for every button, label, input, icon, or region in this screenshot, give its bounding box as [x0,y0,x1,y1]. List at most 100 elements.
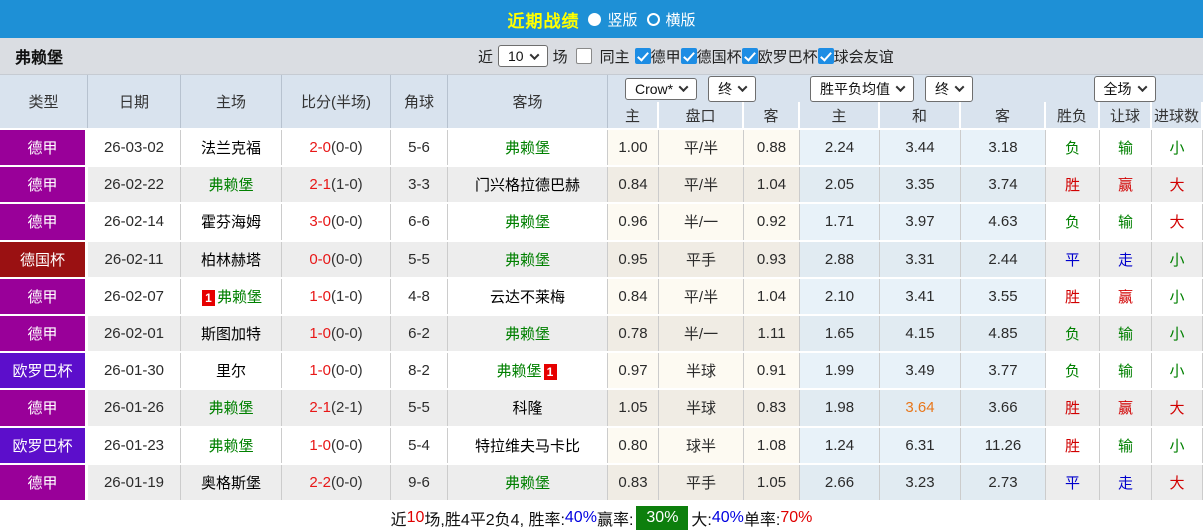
team-cell-content: 特拉维夫马卡比 [475,435,580,456]
halftime-score: (0-0) [331,325,363,343]
subheader-avg-away: 客 [961,102,1046,128]
avg-away-cell: 2.73 [961,464,1046,500]
home-team-cell: 弗赖堡 [181,427,282,463]
result-cell: 胜 [1046,390,1100,426]
scope-select[interactable]: 全场 [1093,75,1156,102]
team-name-text: 柏林赫塔 [200,251,261,269]
radio-selected-icon[interactable] [588,12,602,26]
odds-away-cell: 0.83 [744,390,800,426]
header-away: 客场 [448,75,608,128]
score-cell: 1-0 (0-0) [282,353,391,389]
table-row: 德甲 26-01-19 奥格斯堡 2-2 (0-0) 9-6 弗赖堡 0.83 平手 1.05 2.… [0,464,1203,502]
odds-company-value: Crow* [635,80,674,97]
subheader-result: 胜负 [1046,102,1100,128]
subheader-away-odds: 客 [744,102,800,128]
away-team-cell: 门兴格拉德巴赫 [448,167,608,203]
fulltime-score: 0-0 [309,250,331,268]
odds-dropdown-group: Crow* 终 [608,75,800,102]
page-title: 近期战绩 [507,11,580,31]
avg-home-cell: 1.65 [800,315,880,352]
checked-checkbox-icon[interactable] [817,48,834,64]
away-team-cell: 弗赖堡 [448,315,608,352]
corners-cell: 8-2 [391,353,448,389]
corners-cell: 3-3 [391,167,448,203]
home-team-cell: 霍芬海姆 [181,204,282,240]
avg-draw-cell: 3.35 [880,167,961,203]
filter-bar: 弗赖堡 近 10 场 同主 德甲 德国杯 欧罗巴杯 球会友谊 [0,38,1203,75]
avg-time-select[interactable]: 终 [925,75,973,102]
team-name-text: 弗赖堡 [504,251,550,269]
red-card-badge: 1 [201,289,215,306]
team-cell-content: 弗赖堡 [208,174,253,195]
league-filter-德甲[interactable]: 德甲 [634,46,681,67]
layout-radio-vertical[interactable]: 竖版 [588,9,638,30]
goals-result-cell: 小 [1152,130,1203,166]
same-home-checkbox[interactable] [575,48,592,64]
table-header: 类型 日期 主场 比分(半场) 角球 客场 Crow* 终 胜平负均值 终 全场… [0,75,1203,130]
team-name-text: 法兰克福 [200,140,261,158]
goals-result-cell: 小 [1152,427,1203,463]
match-count-select[interactable]: 10 [498,45,548,67]
away-team-cell: 弗赖堡 [448,464,608,500]
team-name-text: 弗赖堡 [504,474,550,492]
team-name-text: 弗赖堡 [216,288,262,306]
handicap-cell: 平/半 [659,130,744,166]
team-cell-content: 柏林赫塔 [201,249,261,270]
team-cell-content: 弗赖堡 [505,137,550,158]
team-name-text: 弗赖堡 [504,326,550,344]
handicap-cell: 平手 [659,464,744,500]
score-cell: 2-0 (0-0) [282,130,391,166]
corners-cell: 6-2 [391,315,448,352]
radio-unselected-icon[interactable] [646,12,660,26]
checked-checkbox-icon[interactable] [680,48,697,64]
checked-checkbox-icon[interactable] [634,48,651,64]
team-cell-content: 霍芬海姆 [201,211,261,232]
result-cell: 负 [1046,353,1100,389]
summary-segment: 单率: [743,511,781,529]
avg-draw-cell: 3.49 [880,353,961,389]
odds-home-cell: 0.96 [608,204,659,240]
league-filter-球会友谊[interactable]: 球会友谊 [817,46,894,67]
fulltime-score: 1-0 [309,287,331,305]
subheader-handicap-result: 让球 [1100,102,1152,128]
avg-away-cell: 4.85 [961,315,1046,352]
avg-away-cell: 2.44 [961,241,1046,277]
fulltime-score: 2-2 [309,473,331,491]
match-type-cell: 德甲 [0,130,88,166]
handicap-result-cell: 赢 [1100,278,1152,314]
avg-home-cell: 1.71 [800,204,880,240]
away-team-cell: 云达不莱梅 [448,278,608,314]
corners-cell: 9-6 [391,464,448,500]
team-cell-content: 弗赖堡 [208,397,253,418]
avg-draw-cell: 3.41 [880,278,961,314]
team-cell-content: 法兰克福 [201,137,261,158]
result-cell: 负 [1046,204,1100,240]
match-type-cell: 德甲 [0,167,88,203]
checked-checkbox-icon[interactable] [741,48,758,64]
odds-company-select[interactable]: Crow* [625,77,698,100]
home-team-cell: 1 弗赖堡 [181,278,282,314]
chevron-down-icon [1137,82,1147,93]
table-row: 欧罗巴杯 26-01-30 里尔 1-0 (0-0) 8-2 弗赖堡 1 0.97 半球 0.91 1… [0,353,1203,391]
score-cell: 2-1 (1-0) [282,167,391,203]
handicap-result-cell: 走 [1100,464,1152,500]
avg-home-cell: 1.98 [800,390,880,426]
summary-segment: 大: [691,511,712,529]
avg-type-select[interactable]: 胜平负均值 [810,75,914,102]
layout-radio-horizontal[interactable]: 横版 [646,9,696,30]
handicap-cell: 半球 [659,353,744,389]
corners-cell: 5-6 [391,130,448,166]
odds-home-cell: 0.84 [608,167,659,203]
avg-away-cell: 3.77 [961,353,1046,389]
odds-time-select[interactable]: 终 [708,75,757,102]
away-team-cell: 弗赖堡 [448,241,608,277]
score-cell: 1-0 (1-0) [282,278,391,314]
league-filter-欧罗巴杯[interactable]: 欧罗巴杯 [741,46,818,67]
team-cell-content: 里尔 [216,360,246,381]
league-filter-德国杯[interactable]: 德国杯 [680,46,742,67]
home-team-cell: 法兰克福 [181,130,282,166]
near-label: 近 [478,48,494,66]
avg-away-cell: 3.66 [961,390,1046,426]
match-type-cell: 德甲 [0,204,88,240]
odds-home-cell: 1.05 [608,390,659,426]
